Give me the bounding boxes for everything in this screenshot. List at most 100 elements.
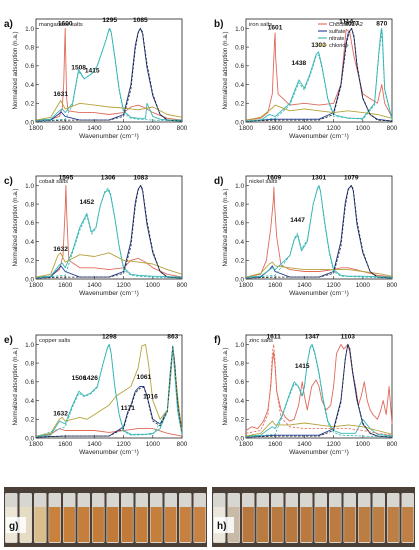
y-tick-label: 0.6 [25, 63, 34, 70]
x-tick-label: 1800 [29, 125, 44, 132]
panel-letter: a) [4, 19, 13, 30]
vial-liquid [344, 507, 356, 542]
chart-panel-f: 0.0 0.2 0.4 0.6 0.8 1.0 1800 1600 1400 1200 1000 80… [214, 334, 398, 456]
vial-liquid [300, 507, 312, 542]
y-axis-label: Normalized adsorption (n.a.) [12, 31, 19, 109]
peak-label: 1083 [133, 175, 148, 182]
y-tick-label: 1.0 [25, 26, 34, 33]
peak-label: 1452 [79, 199, 94, 206]
x-tick-label: 1200 [326, 441, 341, 448]
series-line-chloride [245, 104, 393, 121]
y-tick-label: 0.6 [235, 63, 244, 70]
y-tick-label: 0.4 [25, 398, 34, 405]
vial-liquid [373, 507, 385, 542]
peak-label: 1632 [53, 411, 68, 418]
x-axis-label: Wavenumber (cm⁻¹) [289, 290, 349, 297]
x-tick-label: 1400 [87, 441, 102, 448]
legend-entry: sulfate [329, 29, 345, 35]
y-tick-label: 0.6 [235, 220, 244, 227]
x-tick-label: 1200 [116, 125, 131, 132]
y-tick-label: 1.0 [235, 26, 244, 33]
vial-liquid [271, 507, 283, 542]
vial-liquid [329, 507, 341, 542]
y-tick-label: 0.2 [25, 417, 34, 424]
y-tick-label: 0.8 [25, 360, 34, 367]
y-tick-label: 0.4 [235, 82, 244, 89]
peak-label: 1306 [101, 175, 116, 182]
y-tick-label: 0.0 [235, 435, 244, 442]
vial-liquid [121, 507, 133, 542]
plot-frame [35, 175, 183, 280]
vial-liquid [194, 507, 206, 542]
series-line-nitrate-ref [245, 185, 393, 279]
y-tick-label: 1.0 [25, 183, 34, 190]
x-tick-label: 800 [177, 125, 188, 132]
peak-label: 863 [167, 334, 178, 341]
vial-liquid [387, 507, 399, 542]
peak-label: 1085 [133, 17, 148, 24]
x-tick-label: 1600 [58, 125, 73, 132]
y-axis-label: Normalized adsorption (n.a.) [12, 188, 19, 266]
y-tick-label: 0.4 [25, 239, 34, 246]
series-line-nitrate-ref [35, 344, 183, 438]
photo-label-box [6, 517, 26, 533]
vial-liquid [63, 507, 75, 542]
series-line-sulfate [35, 184, 183, 279]
vial-liquid [92, 507, 104, 542]
x-tick-label: 1200 [326, 125, 341, 132]
panel-letter: b) [214, 19, 223, 30]
peak-label: 870 [376, 21, 387, 28]
chart-panel-e: 0.0 0.2 0.4 0.6 0.8 1.0 1800 1600 1400 1200 1000 80… [4, 334, 188, 456]
y-tick-label: 0.4 [25, 82, 34, 89]
x-tick-label: 1800 [239, 441, 254, 448]
legend-entry: nitrate [329, 36, 345, 42]
vial-liquid [402, 507, 414, 542]
panel-letter: d) [214, 176, 223, 187]
panel-title: cobalt salts [39, 179, 68, 185]
peak-label: 1298 [102, 334, 117, 341]
series-line-nitrate-ref [245, 344, 393, 438]
series-line-nitrate-ref [35, 27, 183, 122]
panel-letter: f) [214, 335, 221, 346]
y-tick-label: 0.8 [235, 360, 244, 367]
x-tick-label: 1200 [116, 282, 131, 289]
plot-frame [245, 175, 393, 280]
panel-letter: h) [217, 521, 226, 532]
x-tick-label: 1600 [268, 441, 283, 448]
y-tick-label: 1.0 [235, 342, 244, 349]
panel-letter: e) [4, 335, 13, 346]
x-tick-label: 1400 [297, 125, 312, 132]
x-tick-label: 1400 [297, 441, 312, 448]
x-axis-label: Wavenumber (cm⁻¹) [79, 290, 139, 297]
series-line-chloride [245, 261, 393, 278]
panel-title: copper salts [39, 338, 70, 344]
panel-letter: g) [9, 521, 18, 532]
vial-liquid [150, 507, 162, 542]
x-tick-label: 1600 [268, 282, 283, 289]
x-axis-label: Wavenumber (cm⁻¹) [79, 449, 139, 456]
panel-title: iron salts [249, 22, 272, 28]
series-line-sulfate-ref [35, 346, 183, 438]
plot-frame [35, 18, 183, 123]
peak-label: 1347 [305, 334, 320, 341]
peak-label: 1103 [341, 334, 356, 341]
series-line-chbs-ref [245, 343, 393, 436]
vial-liquid [34, 507, 46, 542]
peak-label: 1611 [266, 334, 281, 341]
y-tick-label: 0.0 [25, 276, 34, 283]
peak-label: 1508 [71, 65, 86, 72]
x-tick-label: 1600 [268, 125, 283, 132]
x-tick-label: 1200 [326, 282, 341, 289]
series-line-sulfate [35, 27, 183, 122]
peak-label: 1631 [53, 91, 68, 98]
series-line-nitrate [245, 343, 393, 437]
vial-liquid [107, 507, 119, 542]
x-tick-label: 1800 [29, 282, 44, 289]
y-tick-label: 0.8 [235, 44, 244, 51]
legend-entry: ChBS/400/A2 [329, 22, 363, 28]
peak-label: 1426 [83, 375, 98, 382]
y-tick-label: 0.6 [25, 379, 34, 386]
chart-panel-d: 0.0 0.2 0.4 0.6 0.8 1.0 1800 1600 1400 1200 1000 80… [214, 175, 398, 297]
x-tick-label: 1800 [29, 441, 44, 448]
